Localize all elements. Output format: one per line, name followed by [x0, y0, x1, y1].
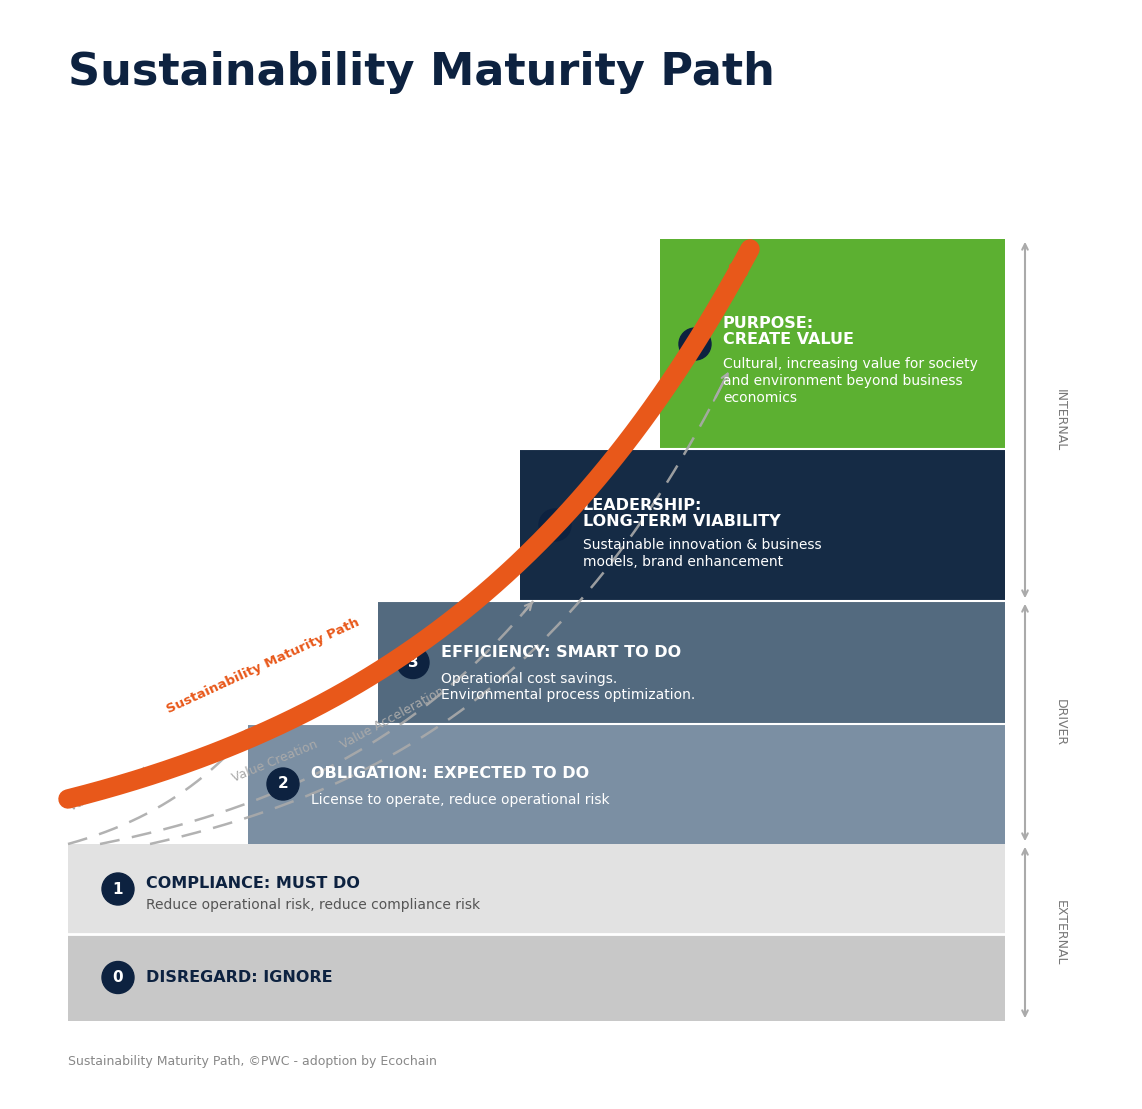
Bar — [69, 844, 1005, 934]
Bar — [69, 240, 1005, 844]
Circle shape — [102, 873, 134, 905]
Bar — [520, 449, 1005, 601]
Text: and environment beyond business: and environment beyond business — [723, 374, 963, 388]
Circle shape — [679, 328, 711, 360]
Text: Environmental process optimization.: Environmental process optimization. — [441, 689, 695, 702]
Text: 3: 3 — [408, 655, 418, 670]
Text: Cultural, increasing value for society: Cultural, increasing value for society — [723, 357, 978, 372]
Text: 1: 1 — [113, 882, 123, 896]
Bar — [378, 601, 1005, 724]
Text: 5: 5 — [690, 336, 700, 352]
Bar — [69, 934, 1005, 1021]
Text: EFFICIENCY: SMART TO DO: EFFICIENCY: SMART TO DO — [441, 645, 681, 660]
Text: DISREGARD: IGNORE: DISREGARD: IGNORE — [146, 970, 332, 985]
Text: LEADERSHIP:: LEADERSHIP: — [584, 498, 702, 512]
Text: EXTERNAL: EXTERNAL — [1054, 899, 1067, 965]
Text: OBLIGATION: EXPECTED TO DO: OBLIGATION: EXPECTED TO DO — [311, 766, 589, 782]
Text: Sustainability Maturity Path, ©PWC - adoption by Ecochain: Sustainability Maturity Path, ©PWC - ado… — [69, 1055, 437, 1068]
Text: CREATE VALUE: CREATE VALUE — [723, 333, 854, 347]
Circle shape — [267, 769, 299, 800]
Bar — [248, 724, 1005, 844]
Text: models, brand enhancement: models, brand enhancement — [584, 554, 783, 569]
Text: Value Creation: Value Creation — [230, 737, 320, 784]
Text: Sustainability Maturity Path: Sustainability Maturity Path — [164, 615, 362, 716]
Text: Operational cost savings.: Operational cost savings. — [441, 672, 617, 685]
Text: Value Protection: Value Protection — [66, 760, 164, 814]
Bar — [660, 240, 1005, 449]
Text: DRIVER: DRIVER — [1054, 699, 1067, 746]
Text: 2: 2 — [278, 776, 289, 792]
Text: Value Acceleration: Value Acceleration — [338, 685, 447, 752]
Circle shape — [539, 509, 571, 541]
Text: Sustainability Maturity Path: Sustainability Maturity Path — [69, 51, 775, 94]
Text: LONG-TERM VIABILITY: LONG-TERM VIABILITY — [584, 513, 781, 529]
Text: economics: economics — [723, 391, 797, 405]
Text: 4: 4 — [549, 518, 561, 532]
Text: COMPLIANCE: MUST DO: COMPLIANCE: MUST DO — [146, 875, 360, 891]
Text: PURPOSE:: PURPOSE: — [723, 316, 814, 332]
Text: 0: 0 — [113, 970, 123, 985]
Circle shape — [102, 962, 134, 994]
Text: Reduce operational risk, reduce compliance risk: Reduce operational risk, reduce complian… — [146, 898, 480, 912]
Text: License to operate, reduce operational risk: License to operate, reduce operational r… — [311, 793, 610, 807]
Circle shape — [397, 647, 429, 679]
Text: INTERNAL: INTERNAL — [1054, 389, 1067, 451]
Text: Sustainable innovation & business: Sustainable innovation & business — [584, 538, 821, 552]
